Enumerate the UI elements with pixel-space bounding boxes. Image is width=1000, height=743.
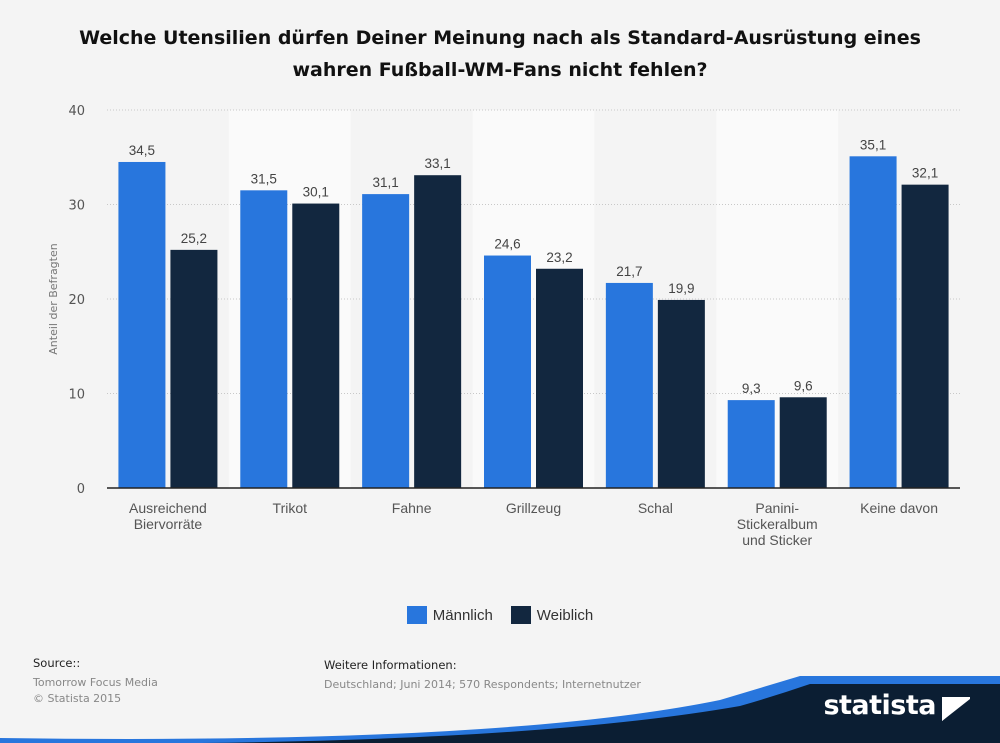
info-block: Weitere Informationen: Deutschland; Juni… (324, 658, 641, 693)
legend-label-maennlich: Männlich (432, 606, 493, 624)
legend: Männlich Weiblich (0, 606, 1000, 624)
data-label: 33,1 (425, 156, 451, 171)
legend-item-maennlich[interactable]: Männlich (406, 606, 493, 624)
bar (901, 184, 949, 488)
y-tick-label: 30 (68, 199, 85, 214)
bar-chart: 0 10 20 30 40 Anteil der Befragten 34,5 25,2 Aus… (47, 104, 960, 548)
x-tick-label: Panini- (755, 500, 799, 516)
legend-item-weiblich[interactable]: Weiblich (510, 606, 594, 624)
y-tick-label: 10 (68, 388, 85, 403)
data-label: 25,2 (181, 231, 207, 246)
data-label: 32,1 (912, 166, 938, 181)
info-text[interactable]: Deutschland; Juni 2014; 570 Respondents;… (324, 678, 641, 691)
x-tick-label: Trikot (273, 500, 308, 516)
data-label: 30,1 (303, 185, 329, 200)
data-label: 35,1 (860, 137, 886, 152)
info-heading: Weitere Informationen: (324, 658, 457, 672)
data-label: 23,2 (546, 250, 572, 265)
bar (657, 299, 705, 488)
data-label: 9,3 (742, 381, 761, 396)
bar (605, 282, 653, 488)
statista-logo[interactable]: statista (823, 690, 936, 721)
x-tick-label: Keine davon (860, 500, 938, 516)
y-axis-label: Anteil der Befragten (47, 243, 60, 354)
legend-label-weiblich: Weiblich (536, 606, 594, 624)
x-tick-label: Stickeralbum (737, 516, 818, 532)
data-label: 34,5 (129, 143, 155, 158)
data-label: 9,6 (794, 378, 813, 393)
legend-swatch-weiblich (510, 606, 531, 624)
data-label: 31,1 (373, 175, 399, 190)
bar (727, 400, 775, 488)
data-label: 31,5 (251, 171, 277, 186)
chart-title: Welche Utensilien dürfen Deiner Meinung … (79, 27, 921, 81)
bar (240, 190, 288, 488)
data-label: 21,7 (616, 264, 642, 279)
statista-logo-icon (942, 697, 970, 721)
bar (536, 268, 583, 488)
source-heading: Source:: (33, 656, 81, 670)
data-label: 19,9 (668, 281, 694, 296)
x-tick-label: und Sticker (742, 532, 812, 548)
x-tick-label: Ausreichend (129, 500, 207, 516)
bar (362, 194, 410, 489)
y-tick-label: 0 (77, 482, 85, 497)
y-tick-label: 40 (68, 104, 85, 119)
bar (414, 175, 462, 488)
legend-swatch-maennlich (406, 606, 427, 624)
copyright-line: © Statista 2015 (33, 692, 122, 705)
source-line: Tomorrow Focus Media (33, 676, 158, 689)
source-block: Source:: Tomorrow Focus Media © Statista… (33, 656, 158, 707)
bar (779, 397, 827, 488)
data-label: 24,6 (494, 237, 520, 252)
y-tick-label: 20 (68, 293, 85, 308)
bar (849, 156, 897, 488)
x-tick-label: Grillzeug (506, 500, 561, 516)
bar (118, 161, 166, 488)
bar (170, 249, 218, 488)
x-tick-label: Fahne (392, 500, 432, 516)
bar (292, 203, 340, 488)
x-tick-label: Biervorräte (134, 516, 203, 532)
x-tick-label: Schal (638, 500, 673, 516)
bar (484, 255, 531, 488)
